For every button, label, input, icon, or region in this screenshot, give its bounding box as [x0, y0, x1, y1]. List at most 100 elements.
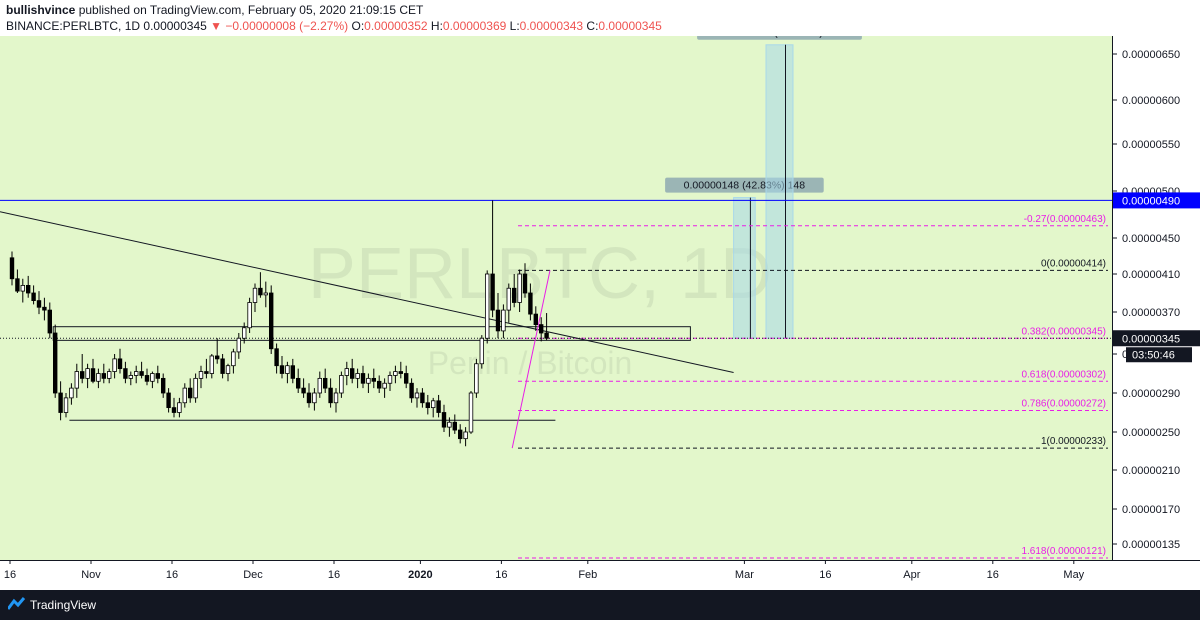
measure-box-1[interactable]: [733, 197, 756, 339]
candle-body-27[interactable]: [150, 373, 155, 382]
candle-body-92[interactable]: [501, 309, 506, 332]
candle-body-24[interactable]: [133, 371, 139, 376]
candle-body-28[interactable]: [155, 373, 160, 379]
candle-body-21[interactable]: [117, 358, 123, 370]
candle-body-60[interactable]: [328, 387, 333, 404]
candle-body-4[interactable]: [25, 284, 31, 294]
candle-body-15[interactable]: [85, 368, 90, 379]
candle-body-40[interactable]: [220, 358, 225, 374]
candle-body-22[interactable]: [123, 368, 128, 379]
candle-body-32[interactable]: [177, 402, 182, 413]
candle-body-93[interactable]: [506, 287, 511, 311]
candle-body-59[interactable]: [322, 377, 328, 389]
candle-body-20[interactable]: [112, 358, 117, 372]
candle-body-49[interactable]: [268, 292, 274, 350]
candle-body-52[interactable]: [285, 365, 290, 374]
candle-body-35[interactable]: [193, 377, 198, 399]
candle-body-23[interactable]: [128, 375, 133, 379]
descending-trendline[interactable]: [0, 211, 734, 374]
candle-body-51[interactable]: [279, 365, 285, 374]
candle-body-64[interactable]: [349, 368, 355, 379]
candle-body-56[interactable]: [306, 392, 312, 404]
candle-body-99[interactable]: [539, 324, 544, 334]
candle-body-46[interactable]: [252, 287, 258, 303]
tradingview-brand[interactable]: TradingView: [30, 598, 97, 612]
candle-body-97[interactable]: [528, 292, 533, 315]
candle-body-31[interactable]: [171, 407, 177, 413]
candle-body-61[interactable]: [333, 392, 339, 404]
plot-area[interactable]: [0, 36, 1112, 560]
candle-body-75[interactable]: [409, 382, 414, 399]
candle-body-62[interactable]: [339, 375, 344, 394]
candle-body-83[interactable]: [452, 421, 457, 431]
candle-body-8[interactable]: [47, 309, 52, 334]
candle-body-34[interactable]: [187, 387, 193, 399]
candle-body-25[interactable]: [139, 371, 144, 376]
candle-body-89[interactable]: [484, 273, 490, 339]
candle-body-78[interactable]: [425, 402, 430, 409]
candle-body-77[interactable]: [420, 392, 425, 404]
candle-body-45[interactable]: [247, 302, 252, 329]
candle-body-100[interactable]: [544, 332, 549, 339]
candle-body-73[interactable]: [398, 371, 403, 374]
candle-body-94[interactable]: [512, 287, 517, 303]
candle-body-6[interactable]: [36, 300, 42, 308]
candle-body-48[interactable]: [263, 292, 268, 296]
candle-body-3[interactable]: [20, 284, 25, 292]
candle-body-38[interactable]: [209, 355, 214, 374]
candle-body-39[interactable]: [214, 355, 220, 360]
candle-body-65[interactable]: [355, 373, 360, 379]
candle-body-84[interactable]: [457, 429, 463, 440]
candle-body-10[interactable]: [58, 392, 63, 413]
candle-body-69[interactable]: [376, 380, 382, 389]
candle-body-50[interactable]: [274, 348, 279, 367]
candle-body-58[interactable]: [317, 377, 322, 394]
candle-body-1[interactable]: [9, 257, 15, 280]
candle-body-41[interactable]: [225, 365, 231, 374]
candle-body-85[interactable]: [463, 431, 468, 440]
candle-body-36[interactable]: [198, 371, 204, 379]
candle-body-87[interactable]: [474, 363, 479, 394]
candle-body-53[interactable]: [290, 365, 295, 379]
candle-body-54[interactable]: [295, 377, 301, 389]
candle-body-90[interactable]: [490, 273, 495, 311]
candle-body-67[interactable]: [366, 377, 371, 384]
candle-body-26[interactable]: [144, 375, 150, 382]
candle-body-33[interactable]: [182, 387, 187, 404]
candle-body-68[interactable]: [371, 377, 376, 382]
candle-body-12[interactable]: [69, 387, 74, 399]
candle-body-96[interactable]: [522, 273, 528, 294]
candle-body-76[interactable]: [414, 392, 420, 399]
candle-body-5[interactable]: [31, 292, 36, 301]
candle-body-11[interactable]: [63, 397, 69, 413]
candle-body-29[interactable]: [160, 377, 166, 394]
candle-body-30[interactable]: [166, 392, 171, 409]
measure-box-2[interactable]: [765, 44, 794, 339]
candle-body-91[interactable]: [495, 309, 501, 332]
candle-body-81[interactable]: [441, 412, 447, 428]
candle-body-86[interactable]: [468, 392, 474, 433]
candle-body-71[interactable]: [387, 375, 393, 384]
candle-body-72[interactable]: [393, 371, 398, 376]
candle-body-37[interactable]: [204, 371, 209, 374]
candle-body-17[interactable]: [96, 373, 101, 382]
candle-body-74[interactable]: [403, 373, 409, 384]
candle-body-66[interactable]: [360, 373, 366, 384]
candle-body-47[interactable]: [258, 287, 263, 296]
candle-body-95[interactable]: [517, 273, 522, 303]
candle-body-18[interactable]: [101, 373, 106, 379]
candle-body-57[interactable]: [312, 392, 317, 404]
candle-body-19[interactable]: [107, 371, 112, 379]
candle-body-80[interactable]: [436, 400, 441, 413]
candle-body-88[interactable]: [479, 337, 484, 365]
candle-body-42[interactable]: [231, 351, 236, 367]
candle-body-14[interactable]: [80, 371, 85, 379]
candle-body-44[interactable]: [241, 327, 247, 339]
candle-body-16[interactable]: [90, 368, 96, 382]
candle-body-2[interactable]: [15, 278, 20, 292]
candle-body-82[interactable]: [447, 421, 452, 428]
candle-body-13[interactable]: [74, 371, 79, 389]
candle-body-79[interactable]: [430, 400, 436, 409]
author-name[interactable]: bullishvince: [6, 3, 76, 17]
